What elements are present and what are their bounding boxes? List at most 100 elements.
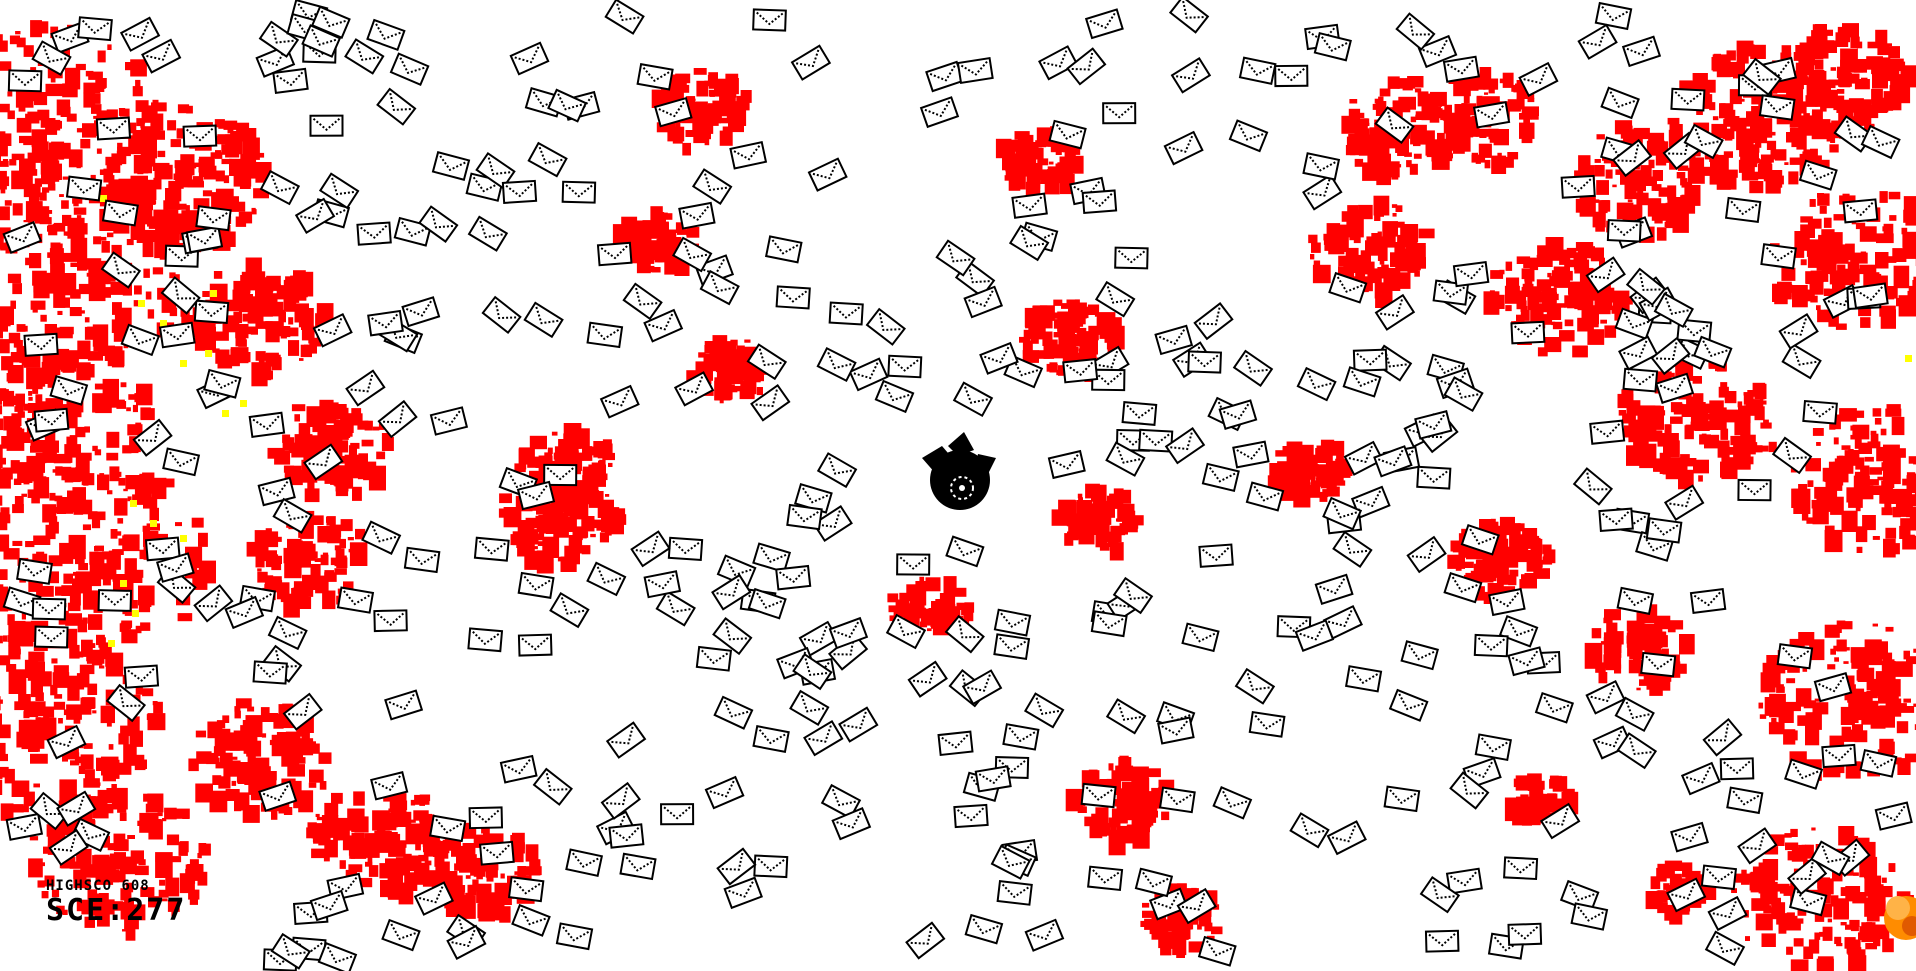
- blood-splat: [1520, 546, 1527, 555]
- envelope-icon: [160, 276, 201, 315]
- blood-splat: [70, 474, 81, 483]
- blood-splat: [1881, 488, 1894, 504]
- blood-splat: [337, 818, 343, 826]
- blood-splat: [1658, 187, 1675, 197]
- blood-splat: [115, 531, 122, 536]
- blood-splat: [693, 68, 707, 75]
- blood-splat: [76, 899, 94, 912]
- blood-splat: [217, 357, 233, 369]
- envelope-icon: [1589, 419, 1626, 445]
- blood-splat: [1078, 348, 1084, 355]
- blood-splat: [132, 146, 137, 150]
- blood-splat: [1614, 664, 1622, 674]
- blood-splat: [1753, 386, 1759, 392]
- blood-splat: [1767, 897, 1781, 905]
- envelope-icon: [516, 480, 556, 511]
- envelope-icon: [370, 771, 409, 801]
- envelope-icon: [1577, 23, 1618, 60]
- blood-splat: [84, 426, 90, 433]
- blood-splat: [1849, 836, 1859, 842]
- blood-splat: [1745, 936, 1750, 941]
- blood-splat: [137, 230, 148, 237]
- envelope-icon: [653, 96, 693, 128]
- blood-splat: [1850, 647, 1866, 663]
- blood-splat: [1860, 465, 1870, 478]
- blood-splat: [1819, 206, 1827, 214]
- blood-splat: [283, 807, 293, 815]
- blood-splat: [1873, 936, 1881, 947]
- blood-splat: [21, 493, 27, 497]
- blood-splat: [130, 59, 147, 77]
- blood-splat: [1726, 50, 1736, 61]
- blood-splat: [1869, 467, 1883, 475]
- blood-splat: [1139, 808, 1146, 813]
- blood-splat: [1663, 433, 1679, 455]
- blood-splat: [503, 507, 522, 528]
- blood-splat: [587, 446, 595, 456]
- envelope-icon: [1090, 610, 1128, 638]
- envelope-icon: [1507, 922, 1543, 946]
- blood-splat: [27, 489, 37, 498]
- blood-splat: [1659, 635, 1668, 648]
- blood-splat: [1817, 119, 1831, 128]
- blood-splat: [87, 889, 98, 900]
- blood-splat: [351, 408, 362, 415]
- blood-splat: [63, 252, 80, 262]
- blood-splat: [1857, 892, 1867, 902]
- blood-splat: [301, 320, 311, 330]
- blood-splat: [1667, 195, 1675, 200]
- blood-splat: [1882, 938, 1894, 953]
- blood-splat: [102, 905, 109, 915]
- blood-splat: [1037, 159, 1045, 164]
- blood-splat: [1794, 231, 1810, 251]
- blood-splat: [1902, 231, 1916, 248]
- blood-splat: [1811, 110, 1820, 116]
- blood-splat: [1883, 457, 1901, 485]
- blood-splat: [158, 478, 175, 488]
- blood-splat: [1861, 922, 1876, 943]
- blood-splat: [1520, 794, 1529, 802]
- blood-splat: [0, 40, 8, 52]
- blood-splat: [122, 284, 132, 296]
- blood-splat: [347, 537, 354, 541]
- blood-splat: [1611, 631, 1624, 645]
- blood-splat: [1685, 870, 1701, 880]
- envelope-icon: [1507, 646, 1546, 677]
- blood-splat: [1684, 185, 1697, 198]
- blood-splat: [1864, 456, 1874, 462]
- blood-splat: [1080, 510, 1088, 519]
- blood-splatter-layer: [0, 20, 1916, 971]
- blood-splat: [524, 866, 542, 876]
- blood-splat: [1270, 478, 1282, 484]
- blood-splat: [1315, 448, 1332, 461]
- envelope-icon: [258, 20, 300, 58]
- blood-splat: [107, 44, 112, 50]
- blood-splat: [361, 439, 374, 447]
- blood-splat: [311, 345, 317, 354]
- envelope-icon: [1539, 802, 1581, 840]
- envelope-icon: [418, 205, 459, 243]
- blood-splat: [1728, 112, 1735, 117]
- blood-splat: [1087, 304, 1100, 315]
- blood-splat: [7, 804, 24, 813]
- blood-splat: [32, 387, 39, 394]
- blood-splat: [90, 597, 104, 605]
- blood-splat: [410, 799, 416, 806]
- blood-splat: [1913, 703, 1916, 707]
- blood-splat: [587, 490, 600, 498]
- blood-splat: [718, 341, 724, 345]
- envelope-icon: [1232, 349, 1274, 388]
- blood-splat: [1811, 499, 1824, 509]
- blood-splat: [38, 210, 48, 220]
- blood-splat: [1846, 675, 1855, 688]
- envelope-icon: [259, 169, 301, 206]
- blood-splat: [34, 92, 48, 106]
- blood-splat: [1328, 440, 1345, 456]
- blood-splat: [101, 241, 110, 253]
- blood-splat: [242, 326, 258, 335]
- blood-splat: [1651, 185, 1661, 191]
- blood-splat: [1655, 153, 1667, 166]
- blood-splat: [1811, 38, 1819, 47]
- blood-splat: [365, 847, 371, 854]
